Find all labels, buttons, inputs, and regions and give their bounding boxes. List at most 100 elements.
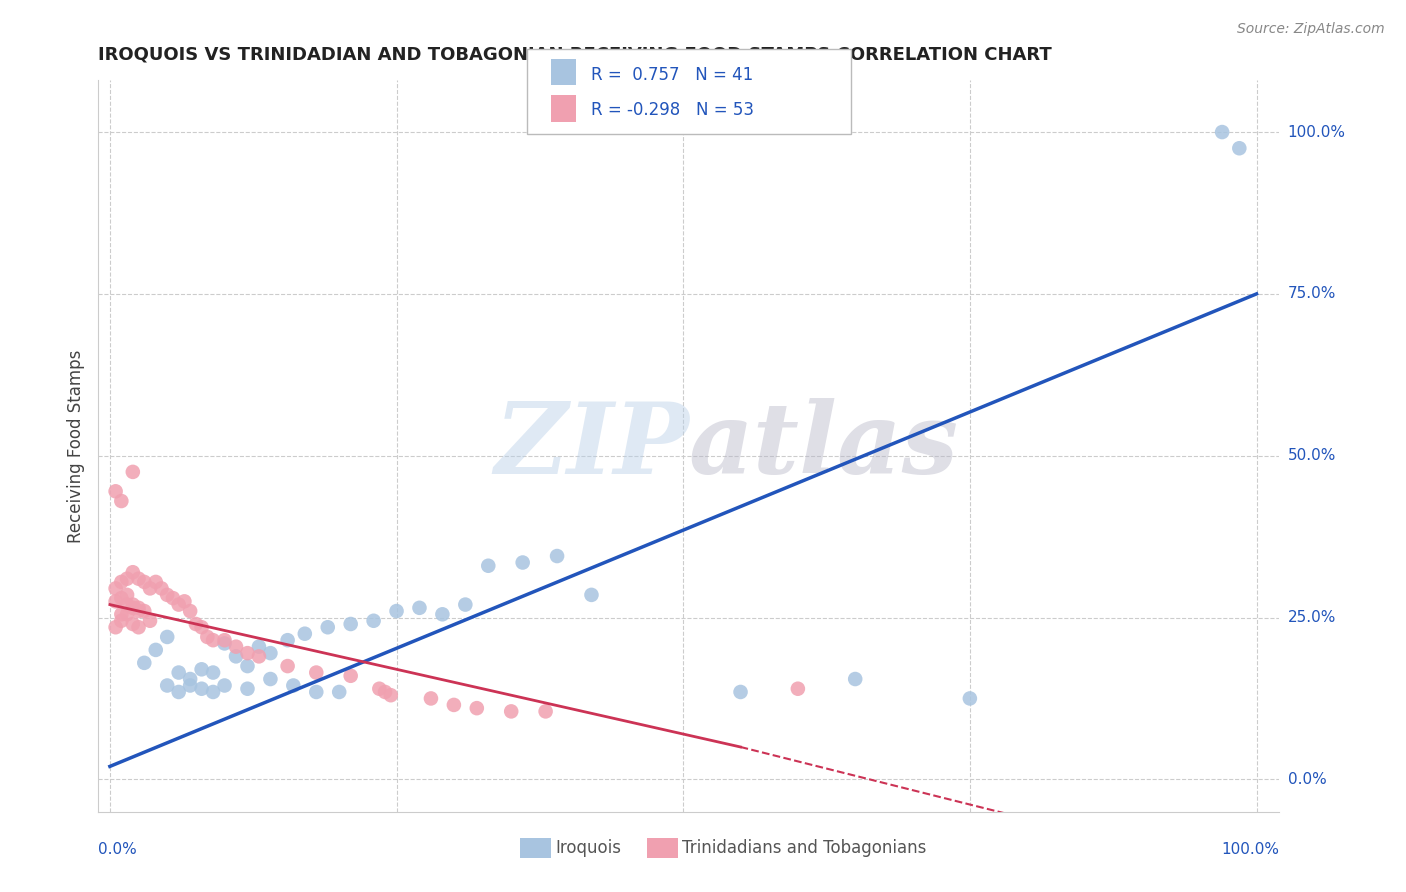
Point (259, 646, 281, 660)
Point (156, 588, 179, 602)
Point (305, 685, 328, 699)
Point (167, 598, 190, 612)
Text: R = -0.298   N = 53: R = -0.298 N = 53 (591, 102, 754, 120)
Text: Iroquois: Iroquois (555, 839, 621, 857)
Point (225, 649, 247, 664)
Point (121, 566, 143, 580)
Point (121, 617, 143, 632)
Point (1211, 125, 1233, 139)
Point (190, 662, 212, 676)
Point (443, 698, 465, 712)
Text: IROQUOIS VS TRINIDADIAN AND TOBAGONIAN RECEIVING FOOD STAMPS CORRELATION CHART: IROQUOIS VS TRINIDADIAN AND TOBAGONIAN R… (98, 45, 1052, 63)
Text: ZIP: ZIP (494, 398, 689, 494)
Point (202, 665, 225, 680)
Point (420, 691, 443, 706)
Point (195, 630, 218, 644)
Point (283, 678, 305, 692)
Point (184, 617, 207, 632)
Text: R =  0.757   N = 41: R = 0.757 N = 41 (591, 66, 752, 84)
Text: 100.0%: 100.0% (1288, 125, 1346, 139)
Text: 100.0%: 100.0% (1222, 842, 1279, 857)
Text: 50.0%: 50.0% (1288, 448, 1336, 463)
Point (128, 604, 150, 618)
Point (477, 558, 499, 573)
Point (214, 633, 236, 648)
Point (259, 672, 281, 686)
Point (247, 649, 270, 664)
Text: 25.0%: 25.0% (1288, 610, 1336, 625)
Point (167, 685, 190, 699)
Point (121, 598, 143, 612)
Text: 0.0%: 0.0% (98, 842, 138, 857)
Point (156, 678, 179, 692)
Point (844, 672, 866, 686)
Point (465, 701, 488, 715)
Point (110, 494, 132, 508)
Text: atlas: atlas (689, 398, 959, 494)
Point (339, 669, 361, 683)
Point (225, 640, 247, 654)
Point (501, 705, 523, 719)
Point (104, 484, 127, 499)
Point (150, 582, 173, 596)
Point (121, 465, 143, 479)
Point (173, 594, 195, 608)
Point (236, 659, 259, 673)
Point (316, 620, 339, 634)
Point (128, 572, 150, 586)
Point (128, 620, 150, 634)
Text: 0.0%: 0.0% (1288, 772, 1326, 787)
Point (512, 556, 534, 570)
Y-axis label: Receiving Food Stamps: Receiving Food Stamps (66, 350, 84, 542)
Point (115, 598, 138, 612)
Point (277, 633, 299, 648)
Point (786, 681, 808, 696)
Point (190, 681, 212, 696)
Point (236, 681, 259, 696)
Point (179, 604, 201, 618)
Point (167, 665, 190, 680)
Point (339, 617, 361, 632)
Point (214, 636, 236, 650)
Point (110, 574, 132, 589)
Point (202, 685, 225, 699)
Point (546, 549, 568, 563)
Point (110, 607, 132, 622)
Point (214, 678, 236, 692)
Point (385, 604, 408, 618)
Point (374, 685, 396, 699)
Point (363, 614, 385, 628)
Point (368, 681, 391, 696)
Text: Trinidadians and Tobagonians: Trinidadians and Tobagonians (682, 839, 927, 857)
Point (128, 600, 150, 615)
Point (104, 582, 127, 596)
Point (959, 691, 981, 706)
Point (110, 614, 132, 628)
Text: 75.0%: 75.0% (1288, 286, 1336, 301)
Point (145, 643, 167, 657)
Point (408, 600, 430, 615)
Point (581, 588, 603, 602)
Point (730, 685, 752, 699)
Point (179, 672, 201, 686)
Point (190, 620, 212, 634)
Point (104, 620, 127, 634)
Point (115, 607, 138, 622)
Point (1227, 141, 1250, 155)
Point (134, 656, 156, 670)
Point (115, 572, 138, 586)
Point (134, 604, 156, 618)
Point (236, 646, 259, 660)
Point (294, 626, 316, 640)
Point (454, 598, 477, 612)
Point (277, 659, 299, 673)
Point (156, 630, 179, 644)
Point (145, 574, 167, 589)
Point (247, 640, 270, 654)
Point (305, 665, 328, 680)
Point (104, 594, 127, 608)
Point (121, 600, 143, 615)
Point (380, 688, 402, 702)
Point (115, 588, 138, 602)
Point (139, 614, 162, 628)
